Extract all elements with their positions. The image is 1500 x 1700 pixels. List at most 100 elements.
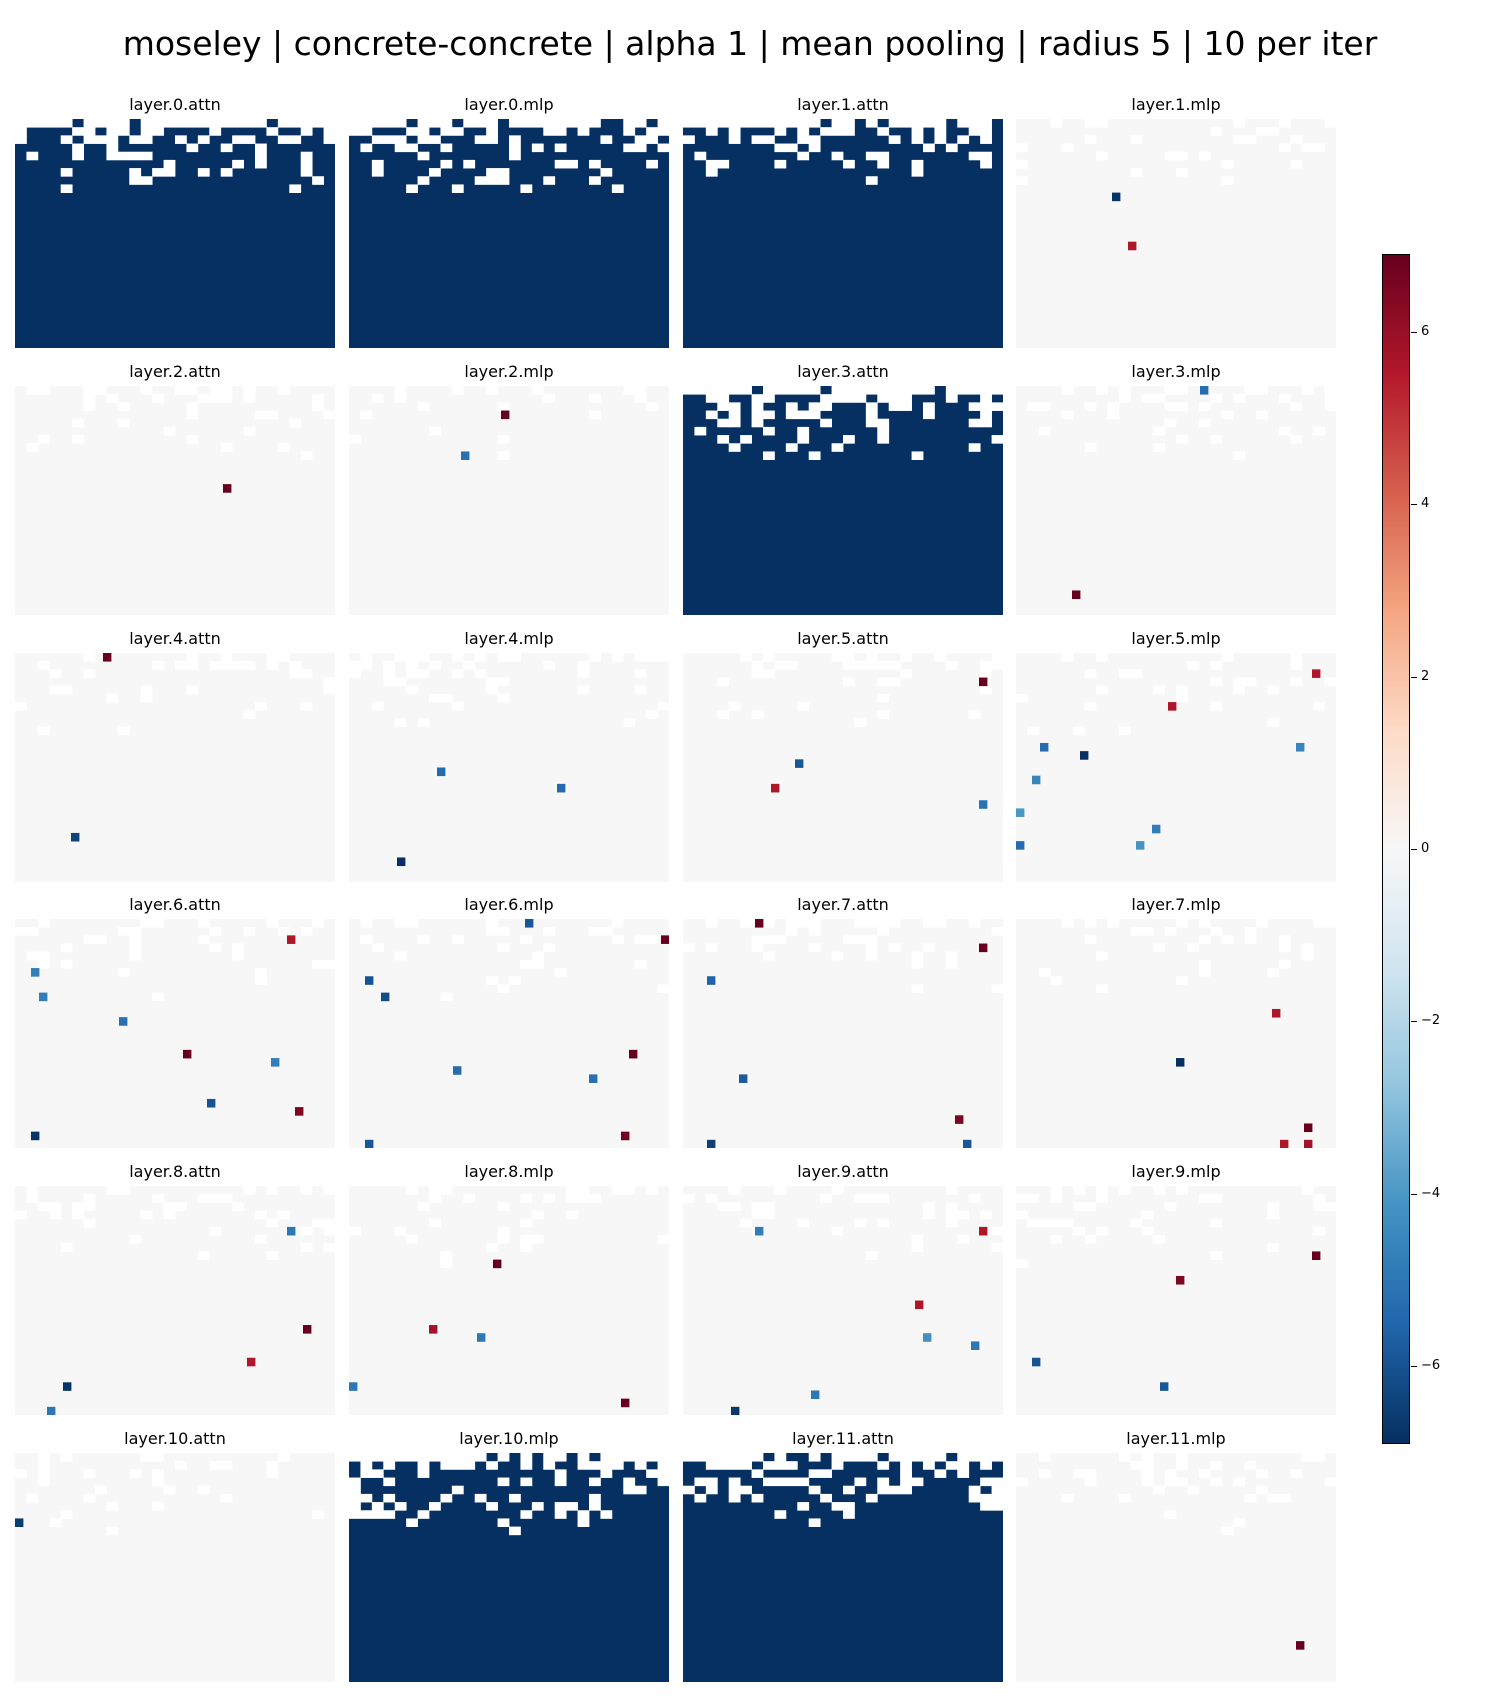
heatmap-cell bbox=[865, 935, 878, 944]
heatmap-cell bbox=[300, 127, 313, 136]
heatmap-cell bbox=[945, 143, 958, 153]
heatmap-cell bbox=[900, 653, 912, 662]
panel-title: layer.6.mlp bbox=[464, 895, 554, 914]
heatmap-cell bbox=[705, 410, 718, 420]
heatmap-panel bbox=[1016, 1453, 1336, 1682]
heatmap-cell bbox=[831, 443, 844, 452]
heatmap-cell bbox=[945, 951, 958, 961]
heatmap-cell bbox=[295, 1107, 304, 1116]
heatmap-panel bbox=[1016, 119, 1336, 348]
heatmap-cell bbox=[646, 159, 658, 169]
heatmap-cell bbox=[1324, 402, 1336, 411]
heatmap-cell bbox=[634, 685, 647, 695]
heatmap-cell bbox=[657, 1235, 669, 1244]
heatmap-cell bbox=[888, 677, 901, 687]
heatmap-cell bbox=[991, 984, 1003, 994]
heatmap-panel bbox=[15, 1186, 335, 1415]
heatmap-cell bbox=[589, 1194, 601, 1203]
heatmap-cell bbox=[1278, 959, 1291, 969]
heatmap-cell bbox=[1256, 1485, 1268, 1495]
heatmap-cell bbox=[1164, 1469, 1177, 1478]
heatmap-cell bbox=[811, 1390, 820, 1400]
heatmap-cell bbox=[1200, 386, 1209, 395]
heatmap-cell bbox=[934, 653, 947, 662]
heatmap-cell bbox=[797, 386, 810, 395]
heatmap-cell bbox=[831, 386, 844, 395]
heatmap-cell bbox=[243, 661, 256, 670]
heatmap-cell bbox=[220, 394, 233, 403]
heatmap-cell bbox=[371, 943, 384, 953]
heatmap-panel bbox=[683, 653, 1003, 882]
heatmap-cell bbox=[197, 119, 210, 128]
heatmap-cell bbox=[611, 184, 624, 194]
heatmap-cell bbox=[865, 410, 878, 420]
heatmap-fill bbox=[15, 1186, 335, 1415]
colorbar-tick bbox=[1411, 1366, 1417, 1367]
heatmap-cell bbox=[728, 1493, 741, 1503]
heatmap-cell bbox=[300, 927, 313, 936]
heatmap-cell bbox=[394, 677, 407, 687]
heatmap-cell bbox=[26, 386, 39, 395]
heatmap-cell bbox=[877, 1485, 890, 1495]
heatmap-cell bbox=[37, 919, 50, 928]
heatmap-cell bbox=[1084, 1235, 1097, 1244]
heatmap-cell bbox=[349, 661, 361, 670]
colorbar-tick bbox=[1411, 504, 1417, 505]
heatmap-cell bbox=[1164, 418, 1177, 428]
heatmap-cell bbox=[1244, 135, 1257, 144]
heatmap-cell bbox=[728, 1202, 741, 1211]
heatmap-cell bbox=[1016, 808, 1025, 817]
heatmap-cell bbox=[634, 653, 647, 662]
heatmap-cell bbox=[646, 1453, 658, 1462]
heatmap-cell bbox=[888, 943, 901, 953]
heatmap-cell bbox=[461, 451, 470, 461]
heatmap-cell bbox=[220, 1461, 233, 1470]
heatmap-cell bbox=[140, 1210, 153, 1220]
heatmap-cell bbox=[820, 402, 832, 411]
heatmap-cell bbox=[360, 1493, 373, 1503]
heatmap-cell bbox=[589, 1477, 601, 1487]
heatmap-cell bbox=[911, 451, 924, 461]
heatmap-cell bbox=[1198, 919, 1211, 928]
panel-title: layer.7.attn bbox=[797, 895, 889, 914]
heatmap-cell bbox=[1168, 702, 1177, 711]
heatmap-cell bbox=[694, 1453, 707, 1462]
heatmap-cell bbox=[728, 1453, 741, 1462]
heatmap-cell bbox=[968, 151, 981, 161]
heatmap-cell bbox=[657, 1469, 669, 1478]
heatmap-cell bbox=[820, 1194, 832, 1203]
heatmap-cell bbox=[300, 1243, 313, 1252]
heatmap-cell bbox=[451, 1461, 464, 1470]
heatmap-cell bbox=[728, 443, 741, 452]
heatmap-cell bbox=[349, 1477, 361, 1487]
heatmap-cell bbox=[877, 677, 890, 687]
heatmap-cell bbox=[877, 1461, 890, 1470]
heatmap-cell bbox=[349, 1485, 361, 1495]
heatmap-cell bbox=[797, 1502, 810, 1511]
heatmap-cell bbox=[728, 410, 741, 420]
heatmap-cell bbox=[968, 127, 981, 136]
heatmap-cell bbox=[83, 1194, 96, 1203]
heatmap-cell bbox=[440, 1251, 453, 1261]
heatmap-cell bbox=[463, 159, 476, 169]
heatmap-cell bbox=[323, 410, 335, 420]
heatmap-cell bbox=[255, 410, 267, 420]
heatmap-cell bbox=[1267, 1493, 1280, 1503]
heatmap-cell bbox=[83, 386, 96, 395]
heatmap-cell bbox=[360, 1453, 373, 1462]
heatmap-cell bbox=[186, 402, 199, 411]
panel-title: layer.5.attn bbox=[797, 629, 889, 648]
heatmap-cell bbox=[37, 726, 50, 736]
heatmap-cell bbox=[60, 685, 73, 695]
heatmap-cell bbox=[1221, 159, 1234, 169]
heatmap-cell bbox=[797, 435, 810, 444]
heatmap-cell bbox=[957, 1235, 970, 1244]
heatmap-cell bbox=[728, 418, 741, 428]
heatmap-cell bbox=[255, 976, 267, 985]
heatmap-cell bbox=[1198, 151, 1211, 161]
heatmap-cell bbox=[140, 135, 153, 144]
heatmap-cell bbox=[728, 119, 741, 128]
heatmap-cell bbox=[751, 119, 764, 128]
heatmap-cell bbox=[520, 1243, 533, 1252]
heatmap-cell bbox=[1290, 677, 1303, 687]
